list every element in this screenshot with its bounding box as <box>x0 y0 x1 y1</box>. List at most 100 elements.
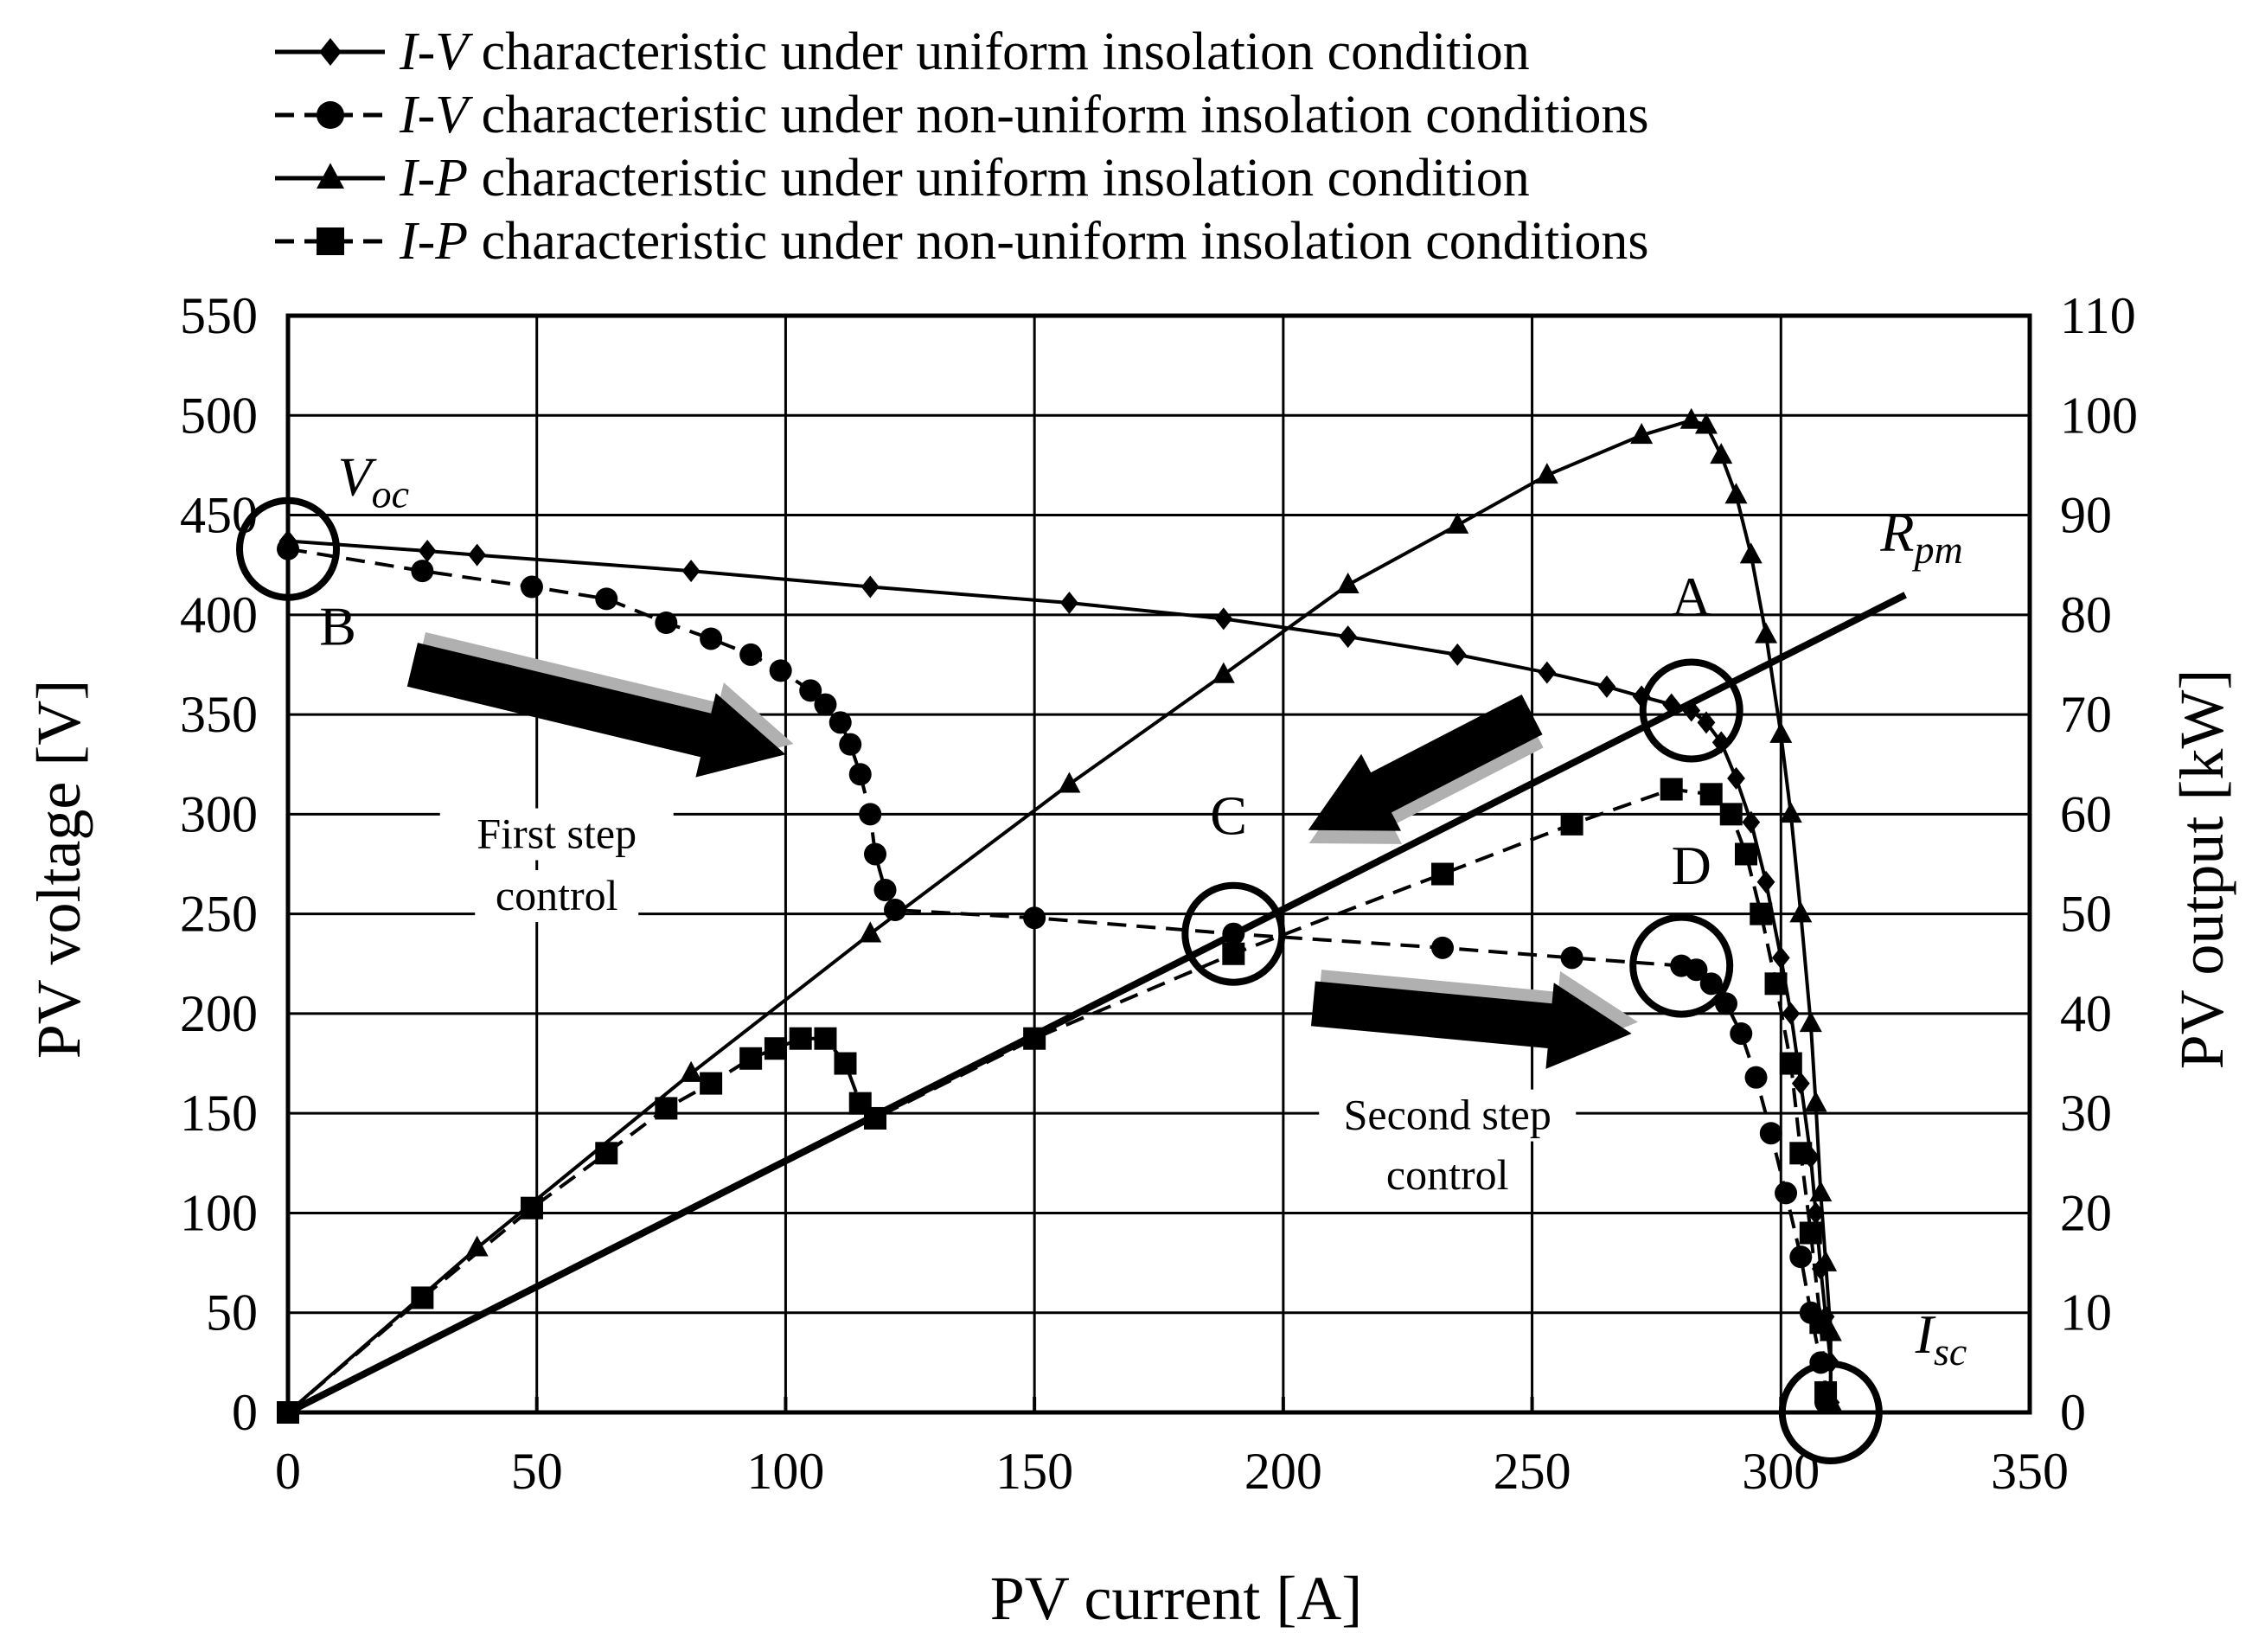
label-mask <box>1319 1089 1577 1142</box>
triangle-marker <box>465 1235 489 1257</box>
square-marker <box>789 1027 812 1050</box>
square-marker <box>739 1047 763 1070</box>
highlight-circle <box>1639 658 1743 763</box>
circle-marker <box>1699 972 1723 996</box>
x-tick-label: 250 <box>1494 1443 1571 1500</box>
y-left-tick-label: 0 <box>232 1384 258 1441</box>
y-right-tick-label: 60 <box>2060 785 2112 842</box>
circle-marker <box>739 643 763 666</box>
y-right-tick-label: 40 <box>2060 985 2112 1042</box>
diamond-marker <box>860 575 880 599</box>
triangle-marker <box>1212 662 1235 683</box>
legend-label: I-P characteristic under uniform insolat… <box>399 149 1530 208</box>
annotation-label: First step <box>477 810 637 858</box>
block-arrow <box>1310 970 1638 1069</box>
series-line-circle <box>287 547 1828 1403</box>
triangle-marker <box>1779 802 1802 823</box>
square-marker <box>411 1286 434 1309</box>
square-marker <box>595 1142 618 1165</box>
x-tick-label: 50 <box>511 1443 563 1500</box>
triangle-marker <box>1446 512 1469 534</box>
circle-marker <box>317 101 344 129</box>
triangle-marker <box>1755 622 1778 644</box>
x-tick-label: 150 <box>995 1443 1073 1500</box>
diamond-marker <box>1711 731 1731 754</box>
annotation-symbol: Isc <box>1915 1303 1967 1373</box>
y-right-tick-label: 80 <box>2060 586 2112 644</box>
diamond-marker <box>1448 643 1467 666</box>
triangle-marker <box>1804 1091 1827 1112</box>
circle-marker <box>1789 1245 1813 1269</box>
diamond-marker <box>1756 870 1775 893</box>
y-left-tick-label: 50 <box>206 1284 258 1341</box>
triangle-marker <box>1679 407 1703 429</box>
annotation-label: Second step <box>1344 1091 1551 1139</box>
square-marker <box>1560 812 1583 836</box>
y-left-tick-label: 350 <box>180 686 258 743</box>
diamond-marker <box>1771 946 1790 970</box>
y-axis-title-left: PV voltage [V] <box>24 680 93 1060</box>
y-left-tick-label: 100 <box>180 1184 258 1241</box>
square-marker <box>834 1052 857 1075</box>
circle-marker <box>769 659 792 682</box>
legend-label: I-P characteristic under non-uniform ins… <box>399 212 1649 271</box>
triangle-marker <box>1814 1250 1838 1271</box>
circle-marker <box>864 842 887 866</box>
circle-marker <box>839 733 862 756</box>
y-right-tick-label: 100 <box>2060 387 2138 444</box>
circle-marker <box>884 899 907 922</box>
circle-marker <box>1730 1021 1753 1045</box>
x-axis-title: PV current [A] <box>990 1564 1363 1633</box>
diamond-marker <box>1742 810 1761 834</box>
y-left-tick-label: 250 <box>180 886 258 943</box>
arrow-body <box>1308 694 1543 831</box>
annotation-label: D <box>1672 835 1711 896</box>
y-left-tick-label: 500 <box>180 387 258 444</box>
square-marker <box>1779 1052 1802 1075</box>
highlight-circle <box>1629 913 1734 1018</box>
square-marker <box>1699 783 1723 806</box>
circle-marker <box>1759 1122 1782 1145</box>
circle-marker <box>1430 936 1454 959</box>
square-marker <box>1430 862 1454 886</box>
triangle-marker <box>1724 483 1748 504</box>
grid <box>288 316 2030 1412</box>
x-tick-label: 0 <box>275 1443 301 1500</box>
square-marker <box>655 1097 678 1120</box>
diamond-marker <box>1682 699 1701 722</box>
triangle-marker <box>1535 463 1558 484</box>
circle-marker <box>1685 958 1708 982</box>
square-marker <box>1799 1221 1822 1245</box>
y-right-tick-label: 50 <box>2060 886 2112 943</box>
legend-label: I-V characteristic under uniform insolat… <box>399 22 1530 81</box>
triangle-marker <box>859 921 882 943</box>
square-marker <box>814 1027 837 1050</box>
triangle-marker <box>1769 721 1793 743</box>
triangle-marker <box>1336 572 1360 593</box>
circle-marker <box>655 611 678 635</box>
square-marker <box>1222 942 1245 965</box>
annotation-symbol: Rpm <box>1879 502 1962 572</box>
y-right-tick-label: 10 <box>2060 1284 2112 1341</box>
x-tick-label: 100 <box>746 1443 824 1500</box>
square-marker <box>1764 972 1788 996</box>
diamond-marker <box>1697 711 1716 734</box>
annotation-label: control <box>1386 1150 1509 1199</box>
square-marker <box>764 1037 787 1060</box>
y-right-tick-label: 110 <box>2060 287 2136 344</box>
y-left-tick-label: 200 <box>180 985 258 1042</box>
arrow-body <box>406 643 786 778</box>
triangle-marker <box>1809 1181 1833 1202</box>
square-marker <box>317 227 344 255</box>
x-tick-label: 200 <box>1244 1443 1322 1500</box>
legend-label: I-V characteristic under non-uniform ins… <box>399 86 1649 144</box>
diamond-marker <box>418 540 437 563</box>
circle-marker <box>1023 906 1046 930</box>
y-left-tick-label: 400 <box>180 586 258 644</box>
annotation-symbol: Voc <box>338 445 410 515</box>
annotation-label: B <box>319 595 356 656</box>
diamond-marker <box>1214 607 1233 631</box>
y-left-tick-label: 150 <box>180 1085 258 1142</box>
series-line-diamond <box>287 539 1833 1403</box>
diamond-marker <box>1538 661 1557 684</box>
